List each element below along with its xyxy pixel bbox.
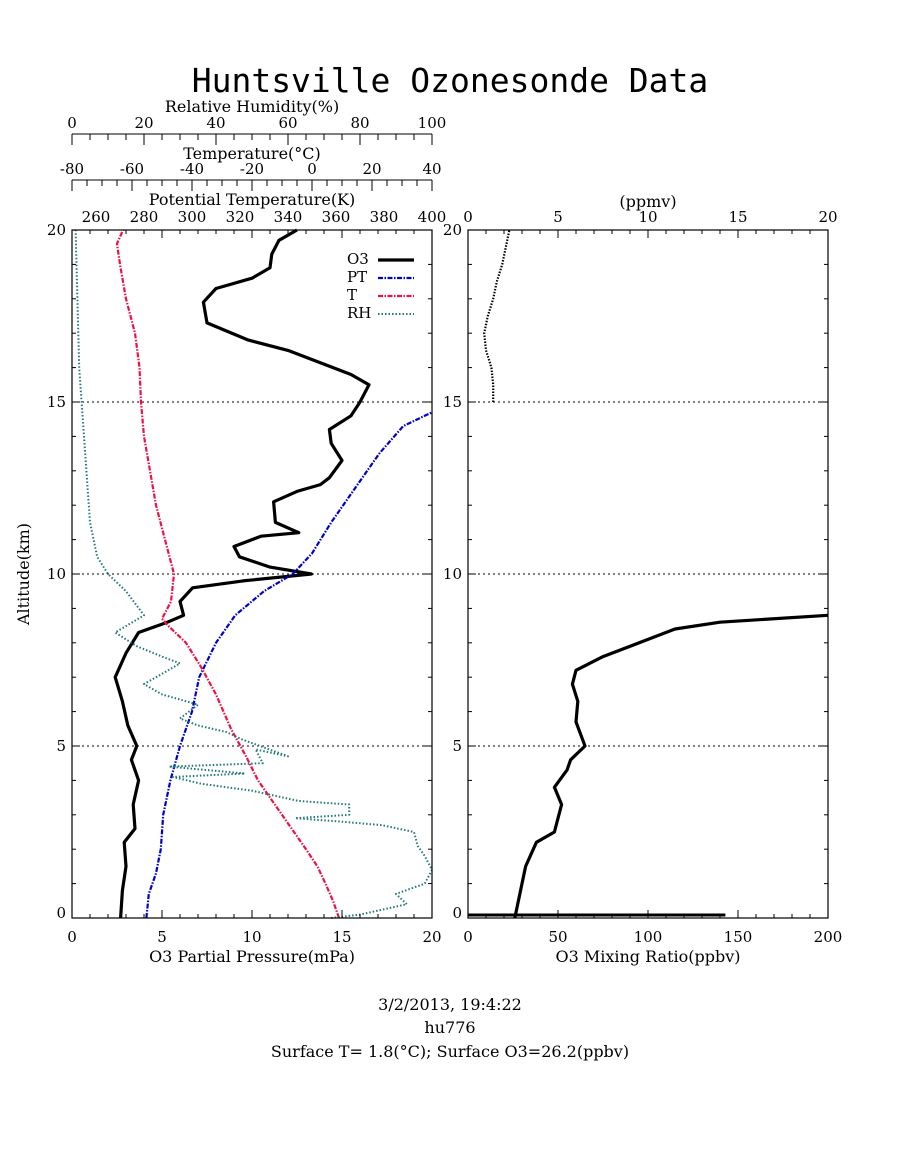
left-series [74,228,433,919]
x-tick-label: 60 [278,114,297,132]
ppmv-axis-ticks: 0 5 10 15 20 [463,208,838,238]
x-tick-label: 0 [67,928,77,946]
x-tick-label: 80 [350,114,369,132]
right-plot-layer [468,229,829,919]
x-tick-label: 40 [206,114,225,132]
legend-label-o3: O3 [347,250,369,268]
right-ref-lines [468,401,828,747]
mixing-ratio-axis-ticks: 0 50 100 150 200 [463,910,842,946]
pt-axis: 260 280 300 320 340 360 380 400 [82,208,447,226]
ppmv-axis-label: (ppmv) [619,192,676,211]
legend-label-rh: RH [347,304,371,322]
x-tick-label: 50 [548,928,567,946]
x-tick-label: 380 [370,208,399,226]
x-tick-label: 5 [553,208,563,226]
right-series [468,229,829,919]
x-tick-label: 340 [274,208,303,226]
rh-axis: 0 20 40 60 80 100 [67,114,446,145]
x-tick-label: 150 [724,928,753,946]
x-tick-label: 400 [418,208,447,226]
x-tick-label: 0 [463,208,473,226]
y-tick-label: 0 [56,904,66,922]
rh-axis-label: Relative Humidity(%) [165,97,339,116]
mixing-ratio-axis-label: O3 Mixing Ratio(ppbv) [555,947,740,966]
x-tick-label: 20 [362,160,381,178]
series-mixing-ratio-1-line [483,229,511,402]
y-tick-label: 10 [47,565,66,583]
series-rh-line [74,229,433,919]
footer-surface: Surface T= 1.8(°C); Surface O3=26.2(ppbv… [271,1042,629,1061]
series-pt-line [145,411,433,919]
x-tick-label: 300 [178,208,207,226]
pt-axis-label: Potential Temperature(K) [149,190,356,209]
x-tick-label: 20 [818,208,837,226]
footer-id: hu776 [424,1018,475,1037]
series-mixing-ratio-0-line [513,613,829,919]
y-tick-label: 10 [443,565,462,583]
legend-label-pt: PT [347,268,367,286]
y-tick-label: 5 [452,737,462,755]
legend-label-t: T [347,286,357,304]
left-plot-layer [72,228,433,919]
t-axis: -80 -60 -40 -20 0 20 40 [60,160,442,191]
left-y-ticks: 0 5 10 15 20 [47,221,432,922]
x-tick-label: -80 [60,160,84,178]
t-axis-label: Temperature(°C) [183,144,321,163]
x-tick-label: -20 [240,160,264,178]
right-y-ticks: 0 5 10 15 20 [443,221,828,922]
x-tick-label: 200 [814,928,843,946]
x-tick-label: 40 [422,160,441,178]
o3-axis-label: O3 Partial Pressure(mPa) [149,947,355,966]
y-tick-label: 5 [56,737,66,755]
x-tick-label: -60 [120,160,144,178]
x-tick-label: 100 [418,114,447,132]
x-tick-label: 0 [67,114,77,132]
y-tick-label: 15 [443,393,462,411]
y-tick-label: 15 [47,393,66,411]
altitude-axis-label: Altitude(km) [14,523,33,626]
left-ref-lines [72,401,432,747]
x-tick-label: 15 [728,208,747,226]
x-tick-label: 280 [130,208,159,226]
x-tick-label: 5 [157,928,167,946]
x-tick-label: 10 [638,208,657,226]
x-tick-label: 20 [422,928,441,946]
footer-datetime: 3/2/2013, 19:4:22 [378,995,522,1014]
series-o3-line [113,228,371,919]
chart-title: Huntsville Ozonesonde Data [192,61,709,100]
right-panel: 0 5 10 15 20 0 50 100 150 200 0 5 10 15 20 O3 Mixing… [443,192,842,966]
x-tick-label: 0 [307,160,317,178]
x-tick-label: 360 [322,208,351,226]
x-tick-label: 260 [82,208,111,226]
o3-axis-ticks: 0 5 10 15 20 [67,230,442,946]
x-tick-label: 20 [134,114,153,132]
x-tick-label: 15 [332,928,351,946]
x-tick-label: 0 [463,928,473,946]
left-panel: 0 5 10 15 20 0 5 10 15 20 260 280 300 320 340 360 380 4… [14,97,446,966]
y-tick-label: 0 [452,904,462,922]
x-tick-label: -40 [180,160,204,178]
x-tick-label: 100 [634,928,663,946]
y-tick-label: 20 [443,221,462,239]
x-tick-label: 320 [226,208,255,226]
x-tick-label: 10 [242,928,261,946]
y-tick-label: 20 [47,221,66,239]
series-t-line [115,229,341,919]
